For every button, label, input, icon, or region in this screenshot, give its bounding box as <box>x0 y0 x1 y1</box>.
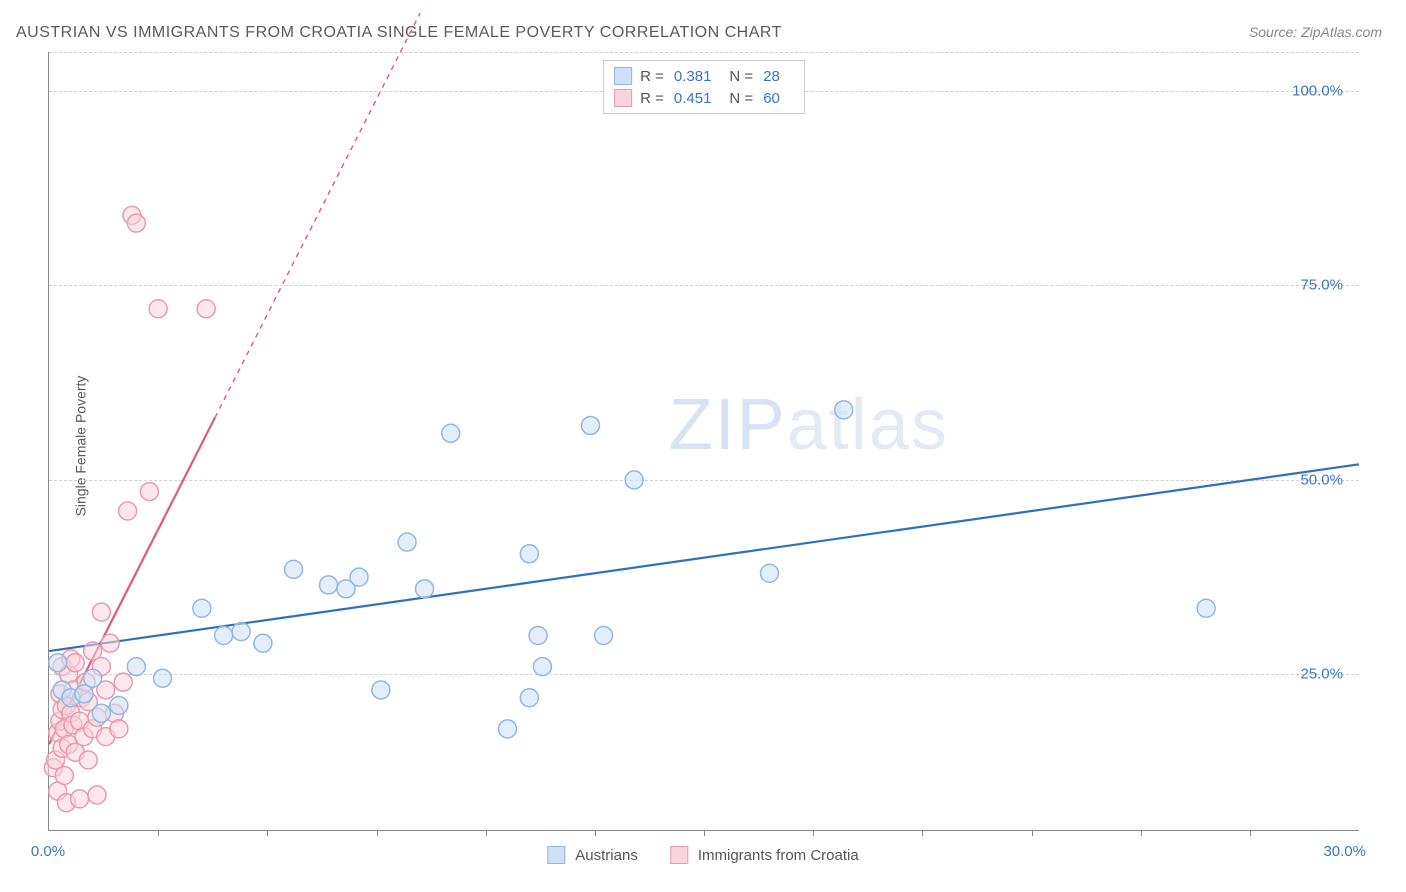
legend-series: Austrians Immigrants from Croatia <box>547 846 858 864</box>
x-tick <box>1141 830 1142 836</box>
point-b <box>119 502 137 520</box>
point-b <box>88 786 106 804</box>
point-a <box>398 533 416 551</box>
point-b <box>127 214 145 232</box>
x-tick <box>158 830 159 836</box>
point-a <box>835 401 853 419</box>
r-value-b: 0.451 <box>674 90 712 107</box>
point-a <box>350 568 368 586</box>
x-axis-max-label: 30.0% <box>1323 843 1366 860</box>
n-label: N = <box>729 68 753 85</box>
point-b <box>110 720 128 738</box>
point-a <box>154 669 172 687</box>
n-value-a: 28 <box>763 68 780 85</box>
r-label: R = <box>640 68 664 85</box>
point-b <box>66 654 84 672</box>
point-b <box>79 751 97 769</box>
swatch-b-icon <box>614 89 632 107</box>
swatch-a-icon <box>547 846 565 864</box>
point-a <box>520 689 538 707</box>
legend-label-a: Austrians <box>575 847 638 864</box>
x-tick <box>595 830 596 836</box>
legend-label-b: Immigrants from Croatia <box>698 847 859 864</box>
point-a <box>529 627 547 645</box>
point-b <box>101 634 119 652</box>
r-value-a: 0.381 <box>674 68 712 85</box>
point-a <box>49 654 67 672</box>
legend-stats: R = 0.381 N = 28 R = 0.451 N = 60 <box>603 60 805 114</box>
x-tick <box>922 830 923 836</box>
r-label: R = <box>640 90 664 107</box>
x-tick <box>1250 830 1251 836</box>
point-a <box>761 564 779 582</box>
point-b <box>197 300 215 318</box>
x-tick <box>267 830 268 836</box>
point-b <box>92 603 110 621</box>
swatch-b-icon <box>670 846 688 864</box>
source-attribution: Source: ZipAtlas.com <box>1249 24 1382 40</box>
point-a <box>416 580 434 598</box>
x-axis-min-label: 0.0% <box>31 843 65 860</box>
point-a <box>372 681 390 699</box>
point-a <box>285 560 303 578</box>
point-a <box>625 471 643 489</box>
point-a <box>193 599 211 617</box>
n-label: N = <box>729 90 753 107</box>
point-b <box>140 483 158 501</box>
point-a <box>110 697 128 715</box>
point-a <box>254 634 272 652</box>
point-a <box>319 576 337 594</box>
point-a <box>84 669 102 687</box>
point-a <box>92 704 110 722</box>
point-a <box>520 545 538 563</box>
legend-row-b: R = 0.451 N = 60 <box>614 87 790 109</box>
chart-title: AUSTRIAN VS IMMIGRANTS FROM CROATIA SING… <box>16 24 782 42</box>
point-b <box>149 300 167 318</box>
point-b <box>71 790 89 808</box>
point-a <box>215 627 233 645</box>
point-a <box>533 658 551 676</box>
trendline-b-dash <box>215 13 420 418</box>
point-a <box>442 424 460 442</box>
point-b <box>114 673 132 691</box>
legend-row-a: R = 0.381 N = 28 <box>614 65 790 87</box>
chart-svg <box>49 52 1359 830</box>
point-a <box>232 623 250 641</box>
point-a <box>581 416 599 434</box>
swatch-a-icon <box>614 67 632 85</box>
point-b <box>55 767 73 785</box>
x-tick <box>704 830 705 836</box>
x-tick <box>813 830 814 836</box>
point-a <box>1197 599 1215 617</box>
x-tick <box>1032 830 1033 836</box>
x-tick <box>486 830 487 836</box>
chart-container: AUSTRIAN VS IMMIGRANTS FROM CROATIA SING… <box>0 0 1406 892</box>
x-tick <box>377 830 378 836</box>
point-a <box>127 658 145 676</box>
plot-area: ZIPatlas R = 0.381 N = 28 R = 0.451 N = … <box>48 52 1359 831</box>
n-value-b: 60 <box>763 90 780 107</box>
point-a <box>499 720 517 738</box>
point-a <box>595 627 613 645</box>
